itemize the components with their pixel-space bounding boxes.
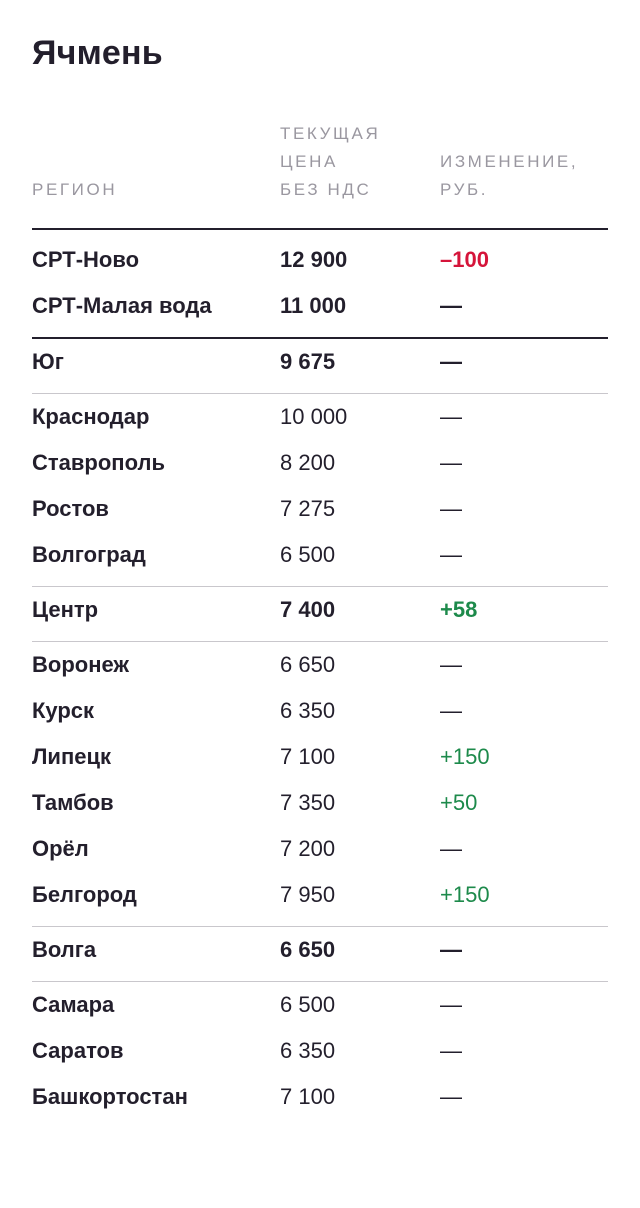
region-cell: Волга (32, 937, 97, 962)
price-cell: 12 900 (280, 247, 348, 272)
change-cell: — (440, 1084, 462, 1109)
price-cell: 6 500 (280, 542, 336, 567)
summary-row: Волга 6 650 — (32, 927, 608, 973)
region-cell: Юг (32, 349, 64, 374)
row-group-detail: Краснодар 10 000 — Ставрополь 8 200 — Ростов 7 … (32, 393, 608, 578)
table-row: Краснодар 10 000 — (32, 394, 608, 440)
price-cell: 6 350 (280, 698, 336, 723)
region-cell: Волгоград (32, 542, 146, 567)
table-row: Липецк 7 100 +150 (32, 734, 608, 780)
region-cell: Самара (32, 992, 115, 1017)
row-group-summary: Центр 7 400 +58 (32, 586, 608, 633)
price-cell: 7 200 (280, 836, 336, 861)
change-cell: — (440, 1038, 462, 1063)
region-cell: Саратов (32, 1038, 124, 1063)
table-row: Саратов 6 350 — (32, 1028, 608, 1074)
summary-row: Юг 9 675 — (32, 339, 608, 385)
price-cell: 6 650 (280, 652, 336, 677)
change-cell: — (440, 698, 462, 723)
price-cell: 6 500 (280, 992, 336, 1017)
change-cell: — (440, 937, 462, 962)
change-cell: –100 (440, 247, 489, 272)
table-body: СРТ-Ново 12 900 –100 СРТ-Малая вода 11 000— Ю… (32, 229, 608, 1128)
column-header-region: РЕГИОН (32, 180, 118, 199)
row-group-summary: Волга 6 650 — (32, 926, 608, 973)
change-cell: +58 (440, 597, 478, 622)
price-cell: 9 675 (280, 349, 336, 374)
change-cell: +150 (440, 882, 490, 907)
table-row: Воронеж 6 650 — (32, 642, 608, 688)
change-cell: — (440, 836, 462, 861)
region-cell: Орёл (32, 836, 89, 861)
row-group-detail: Самара 6 500 — Саратов 6 350 — Башкортостан 7 1… (32, 981, 608, 1120)
change-cell: — (440, 542, 462, 567)
price-cell: 7 100 (280, 1084, 336, 1109)
change-cell: +50 (440, 790, 478, 815)
column-header-price: ТЕКУЩАЯ ЦЕНА БЕЗ НДС (280, 124, 381, 199)
table-row: СРТ-Ново 12 900 –100 (32, 237, 608, 283)
table-row: Тамбов 7 350 +50 (32, 780, 608, 826)
region-cell: Липецк (32, 744, 112, 769)
table-row: СРТ-Малая вода 11 000 — (32, 283, 608, 329)
row-group-detail: Воронеж 6 650 — Курск 6 350 — Липецк 7 100 +150 Т… (32, 641, 608, 918)
price-cell: 6 350 (280, 1038, 336, 1063)
change-cell: — (440, 404, 462, 429)
change-cell: +150 (440, 744, 490, 769)
price-cell: 8 200 (280, 450, 336, 475)
price-cell: 7 350 (280, 790, 336, 815)
summary-row: Центр 7 400 +58 (32, 587, 608, 633)
change-cell: — (440, 496, 462, 521)
change-cell: — (440, 349, 462, 374)
row-group-summary: Юг 9 675 — (32, 337, 608, 385)
table-row: Ставрополь 8 200 — (32, 440, 608, 486)
row-group-ports: СРТ-Ново 12 900 –100 СРТ-Малая вода 11 000 — (32, 237, 608, 329)
price-cell: 7 950 (280, 882, 336, 907)
table-row: Башкортостан 7 100 — (32, 1074, 608, 1120)
change-cell: — (440, 652, 462, 677)
table-row: Курск 6 350 — (32, 688, 608, 734)
table-row: Ростов 7 275 — (32, 486, 608, 532)
region-cell: Ставрополь (32, 450, 165, 475)
table-header: РЕГИОН ТЕКУЩАЯ ЦЕНА БЕЗ НДС ИЗМЕНЕНИЕ, Р… (32, 122, 608, 230)
price-cell: 7 400 (280, 597, 336, 622)
region-cell: Курск (32, 698, 95, 723)
region-cell: Башкортостан (32, 1084, 188, 1109)
region-cell: СРТ-Ново (32, 247, 140, 272)
column-header-change: ИЗМЕНЕНИЕ, РУБ. (440, 152, 579, 199)
page-title: Ячмень (32, 34, 163, 72)
region-cell: Краснодар (32, 404, 150, 429)
region-cell: СРТ-Малая вода (32, 293, 212, 318)
region-cell: Тамбов (32, 790, 114, 815)
table-row: Волгоград 6 500 — (32, 532, 608, 578)
table-row: Самара 6 500 — (32, 982, 608, 1028)
table-row: Орёл 7 200 — (32, 826, 608, 872)
region-cell: Белгород (32, 882, 137, 907)
change-cell: — (440, 992, 462, 1017)
price-cell: 7 275 (280, 496, 336, 521)
region-cell: Воронеж (32, 652, 130, 677)
change-cell: — (440, 293, 462, 318)
table-row: Белгород 7 950 +150 (32, 872, 608, 918)
change-cell: — (440, 450, 462, 475)
price-cell: 6 650 (280, 937, 336, 962)
region-cell: Центр (32, 597, 99, 622)
region-cell: Ростов (32, 496, 109, 521)
price-cell: 7 100 (280, 744, 336, 769)
price-cell: 10 000 (280, 404, 348, 429)
price-cell: 11 000 (280, 293, 347, 318)
